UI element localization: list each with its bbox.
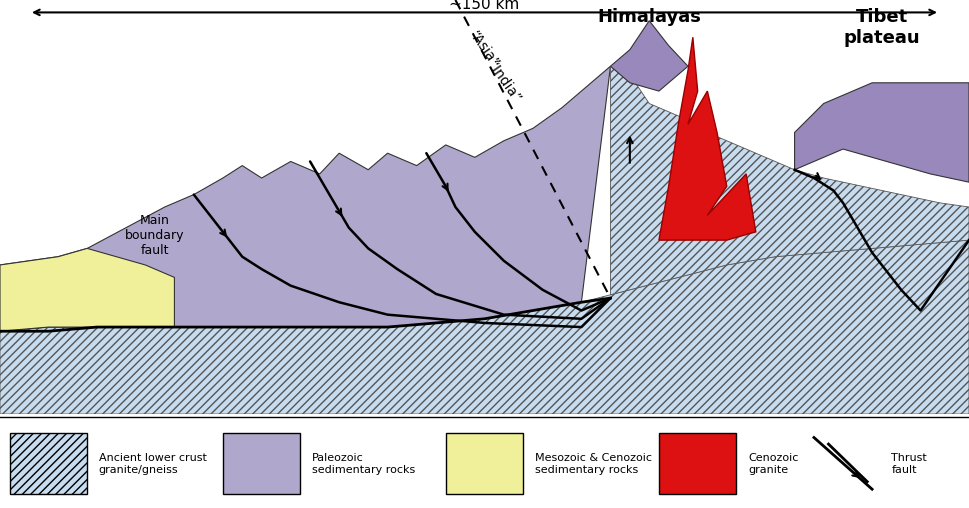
Polygon shape — [610, 66, 969, 295]
FancyBboxPatch shape — [446, 433, 523, 494]
Polygon shape — [0, 66, 610, 331]
Text: Paleozoic
sedimentary rocks: Paleozoic sedimentary rocks — [312, 453, 416, 474]
Polygon shape — [795, 83, 969, 182]
Text: Thrust
fault: Thrust fault — [891, 453, 927, 474]
Polygon shape — [0, 248, 174, 331]
FancyBboxPatch shape — [659, 433, 736, 494]
Polygon shape — [610, 21, 688, 91]
FancyBboxPatch shape — [223, 433, 300, 494]
Text: Himalayas: Himalayas — [597, 8, 702, 26]
Polygon shape — [0, 240, 969, 414]
Text: Main
boundary
fault: Main boundary fault — [125, 214, 185, 258]
Text: Ancient lower crust
granite/gneiss: Ancient lower crust granite/gneiss — [99, 453, 206, 474]
Text: “Asia”: “Asia” — [467, 28, 502, 71]
Text: Tibet
plateau: Tibet plateau — [843, 8, 921, 47]
Text: ~150 km: ~150 km — [450, 0, 519, 12]
Text: Cenozoic
granite: Cenozoic granite — [748, 453, 798, 474]
Text: “India”: “India” — [484, 59, 523, 107]
Polygon shape — [659, 37, 756, 240]
Text: Mesozoic & Cenozoic
sedimentary rocks: Mesozoic & Cenozoic sedimentary rocks — [535, 453, 652, 474]
FancyBboxPatch shape — [10, 433, 87, 494]
